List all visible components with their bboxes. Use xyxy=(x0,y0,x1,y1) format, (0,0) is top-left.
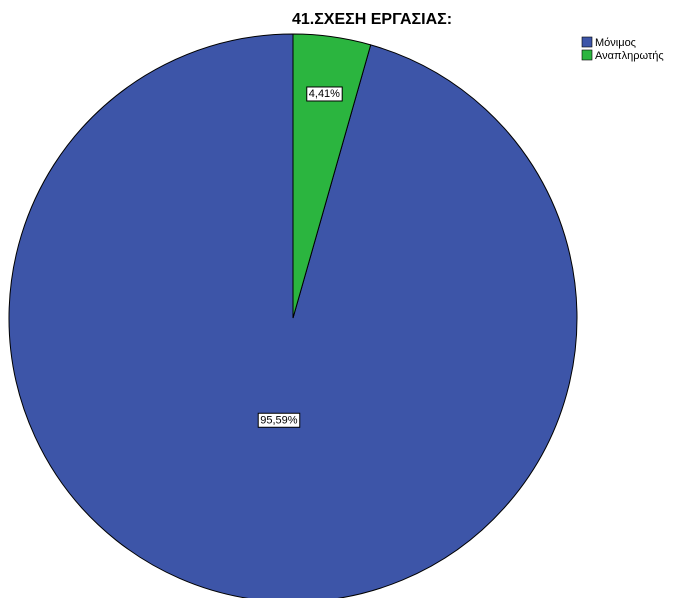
data-label-2: 4,41% xyxy=(306,86,343,102)
data-label-box-1 xyxy=(257,412,301,428)
legend-label-1: Μόνιμος xyxy=(595,37,636,49)
pie-slice-2 xyxy=(292,33,372,319)
pie-slices xyxy=(8,33,578,598)
data-label-box-2 xyxy=(306,86,343,102)
legend-label-2: Αναπληρωτής xyxy=(595,50,664,62)
legend-swatch-2 xyxy=(581,49,593,61)
data-labels: 95,59% 4,41% xyxy=(257,86,343,428)
data-label-1: 95,59% xyxy=(257,412,301,428)
data-label-text-2: 4,41% xyxy=(309,88,340,100)
data-label-text-1: 95,59% xyxy=(260,414,298,426)
chart-title: 41.ΣΧΕΣΗ ΕΡΓΑΣΙΑΣ: xyxy=(292,11,452,28)
legend-swatch-1 xyxy=(581,36,593,48)
